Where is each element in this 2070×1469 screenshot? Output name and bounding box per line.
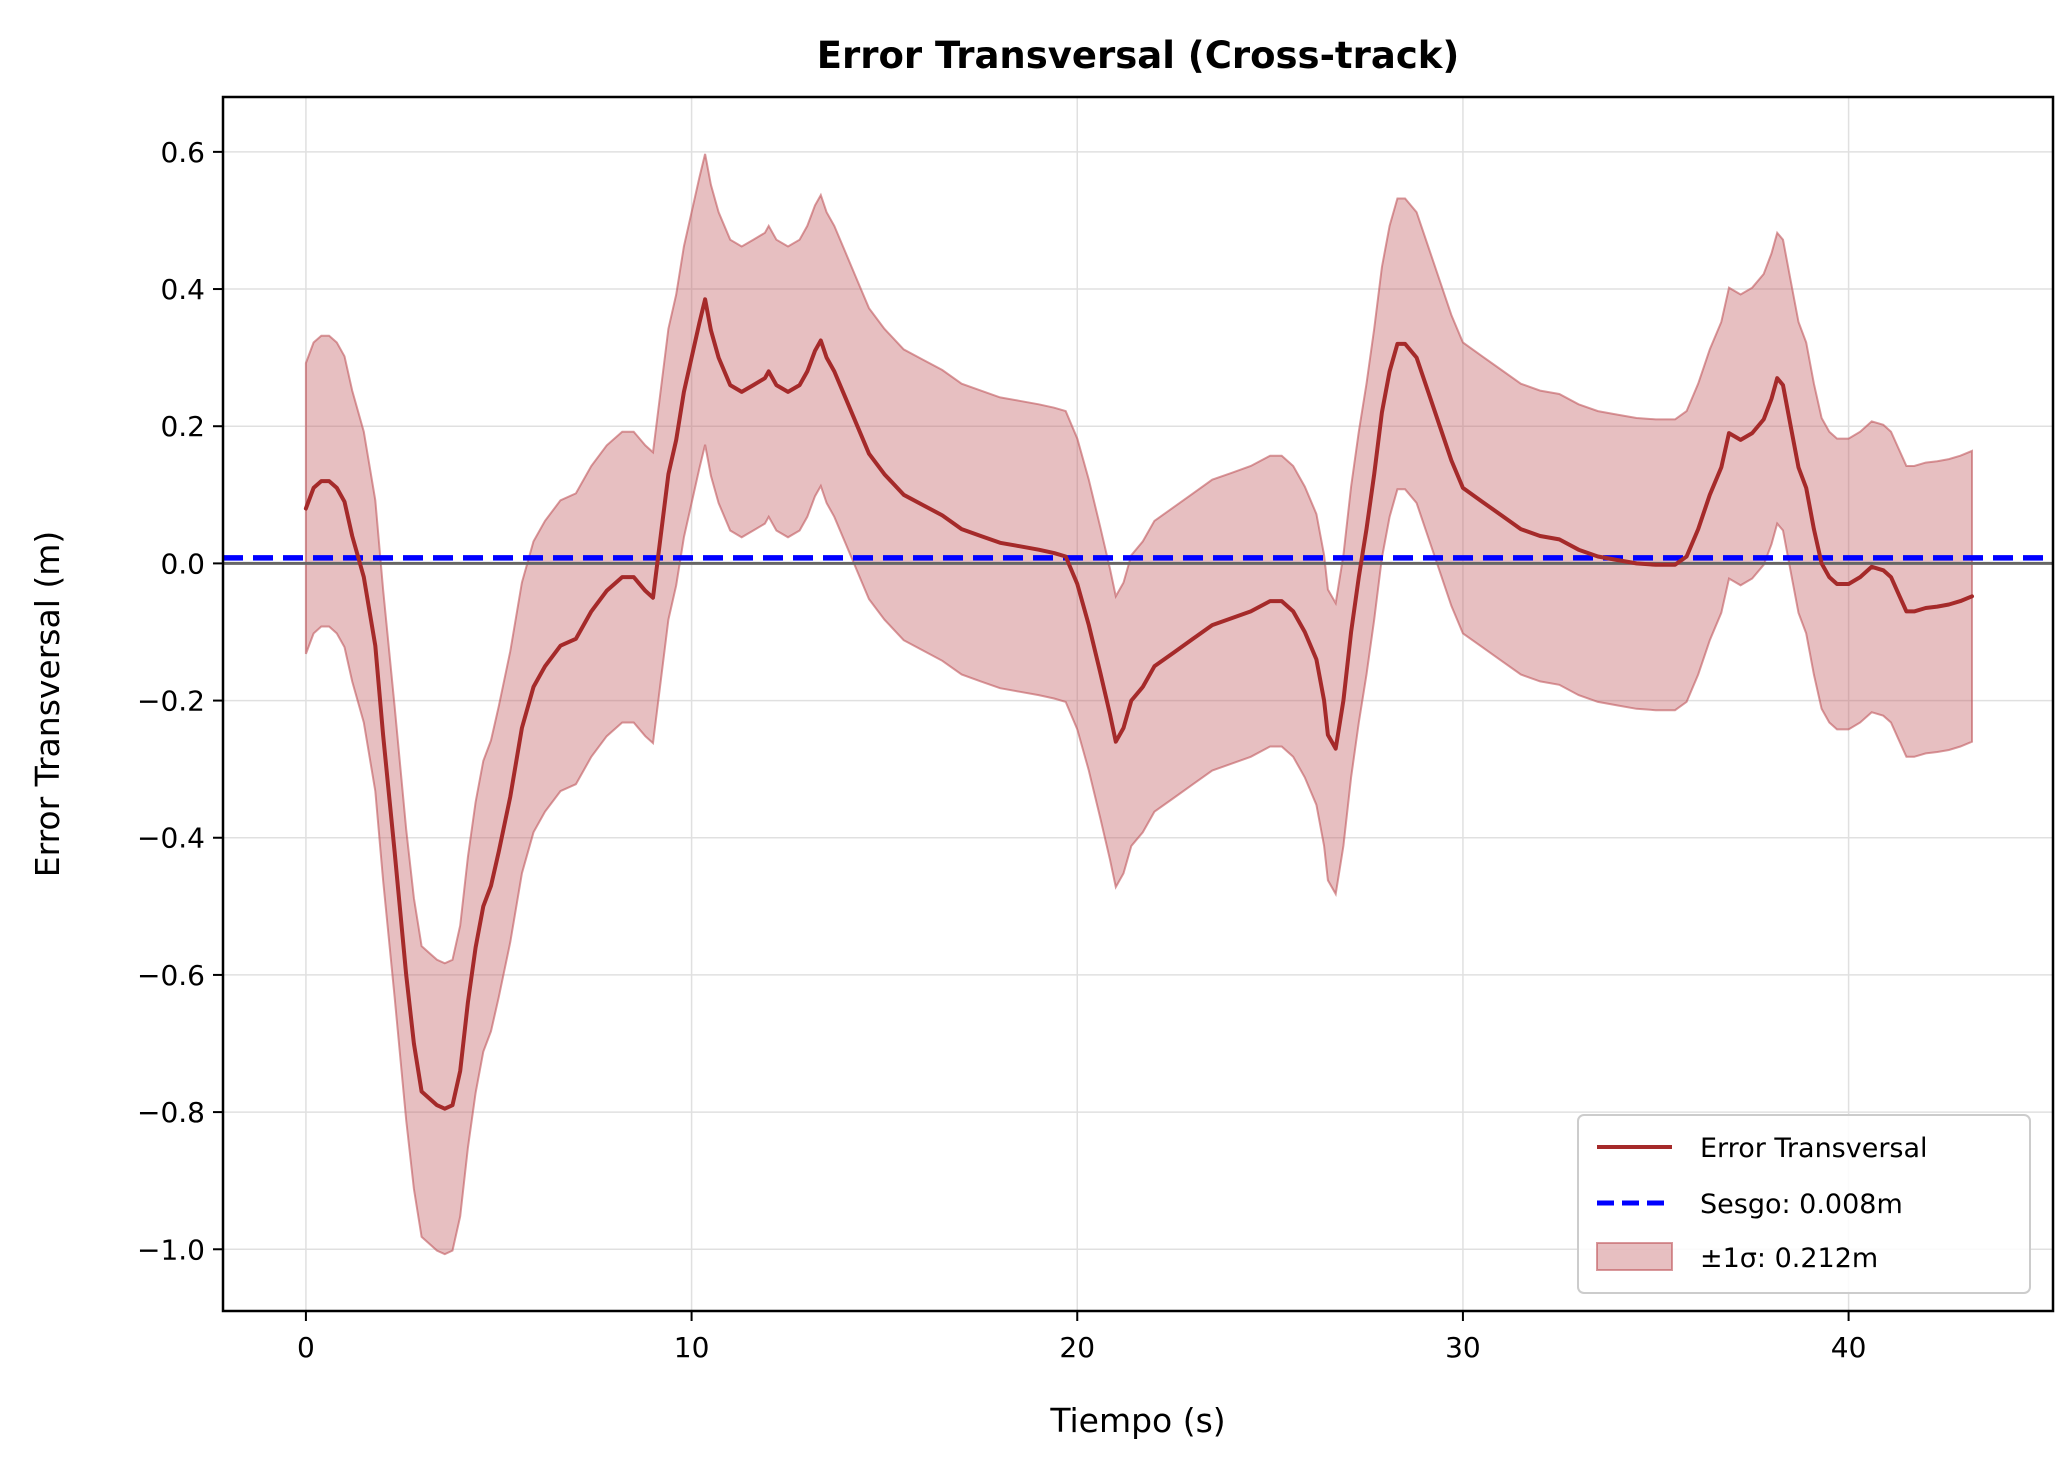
x-tick-label: 10 xyxy=(674,1331,710,1364)
legend-label-error: Error Transversal xyxy=(1700,1133,1928,1164)
legend-label-bias: Sesgo: 0.008m xyxy=(1700,1189,1903,1220)
sigma-band xyxy=(304,153,1973,1256)
x-axis-label: Tiempo (s) xyxy=(1049,1401,1225,1440)
y-tick-label: −0.4 xyxy=(137,822,205,855)
x-tick-label: 40 xyxy=(1831,1331,1867,1364)
y-tick-label: 0.2 xyxy=(160,410,205,443)
y-ticks: 0.6 0.4 0.2 0.0 −0.2 −0.4 −0.6 −0.8 −1.0 xyxy=(137,136,223,1266)
y-axis-label: Error Transversal (m) xyxy=(28,531,67,878)
y-tick-label: 0.4 xyxy=(160,273,205,306)
error-line xyxy=(303,297,1974,1111)
plot-frame xyxy=(221,95,2055,1313)
legend: Error Transversal Sesgo: 0.008m ±1σ: 0.2… xyxy=(1577,1114,2031,1294)
x-tick-label: 30 xyxy=(1445,1331,1481,1364)
x-tick-label: 20 xyxy=(1059,1331,1095,1364)
y-tick-label: −0.2 xyxy=(137,685,205,718)
plot-layer xyxy=(223,153,2053,1256)
y-tick-label: 0.0 xyxy=(160,547,205,580)
x-tick-label: 0 xyxy=(297,1331,315,1364)
y-tick-label: −0.8 xyxy=(137,1096,205,1129)
chart-title: Error Transversal (Cross-track) xyxy=(817,34,1460,77)
legend-label-band: ±1σ: 0.212m xyxy=(1700,1243,1878,1274)
legend-box xyxy=(1577,1114,2031,1294)
y-tick-label: −1.0 xyxy=(137,1233,205,1266)
legend-swatch-band xyxy=(1596,1242,1673,1271)
y-tick-label: 0.6 xyxy=(160,136,205,169)
y-tick-label: −0.6 xyxy=(137,959,205,992)
grid-vertical xyxy=(305,97,1850,1311)
x-ticks: 0 10 20 30 40 xyxy=(297,1311,1866,1364)
